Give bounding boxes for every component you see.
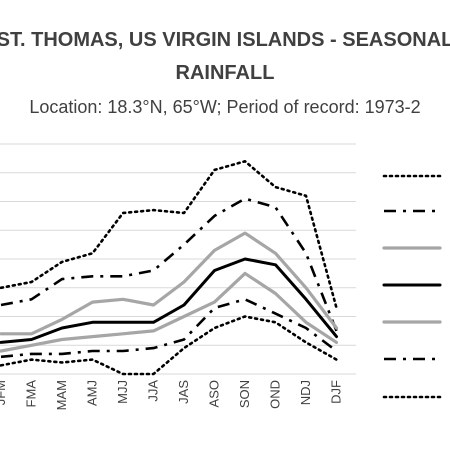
x-tick-label: JAS bbox=[176, 380, 191, 404]
chart-title-line-2: RAINFALL bbox=[176, 62, 275, 84]
x-tick-labels: JFM FMA MAM AMJ MJJ JJA JAS ASO SON OND NDJ DJF bbox=[0, 380, 344, 411]
series-line-3 bbox=[0, 231, 339, 336]
x-tick-label: MAM bbox=[54, 380, 69, 410]
series-line-1 bbox=[0, 160, 338, 310]
series-line-2 bbox=[0, 197, 338, 332]
x-tick-label: MJJ bbox=[115, 380, 130, 404]
series-line-5 bbox=[0, 271, 339, 353]
series-line-6 bbox=[0, 297, 338, 359]
x-tick-label: ASO bbox=[207, 380, 222, 407]
series-lines bbox=[0, 160, 339, 376]
x-tick-label: DJF bbox=[329, 380, 344, 404]
x-tick-label: JJA bbox=[146, 380, 161, 402]
x-tick-label: OND bbox=[268, 380, 283, 409]
chart-title-line-1: ST. THOMAS, US VIRGIN ISLANDS - SEASONAL bbox=[0, 29, 450, 51]
legend bbox=[382, 174, 442, 399]
x-tick-label: NDJ bbox=[298, 380, 313, 405]
series-line-7 bbox=[0, 315, 338, 376]
chart-subtitle: Location: 18.3°N, 65°W; Period of record… bbox=[29, 97, 420, 117]
x-tick-label: JFM bbox=[0, 380, 8, 405]
x-tick-label: SON bbox=[237, 380, 252, 408]
x-tick-label: FMA bbox=[24, 380, 39, 408]
x-tick-label: AMJ bbox=[85, 380, 100, 406]
series-line-4 bbox=[0, 257, 338, 344]
gridlines bbox=[0, 143, 356, 375]
